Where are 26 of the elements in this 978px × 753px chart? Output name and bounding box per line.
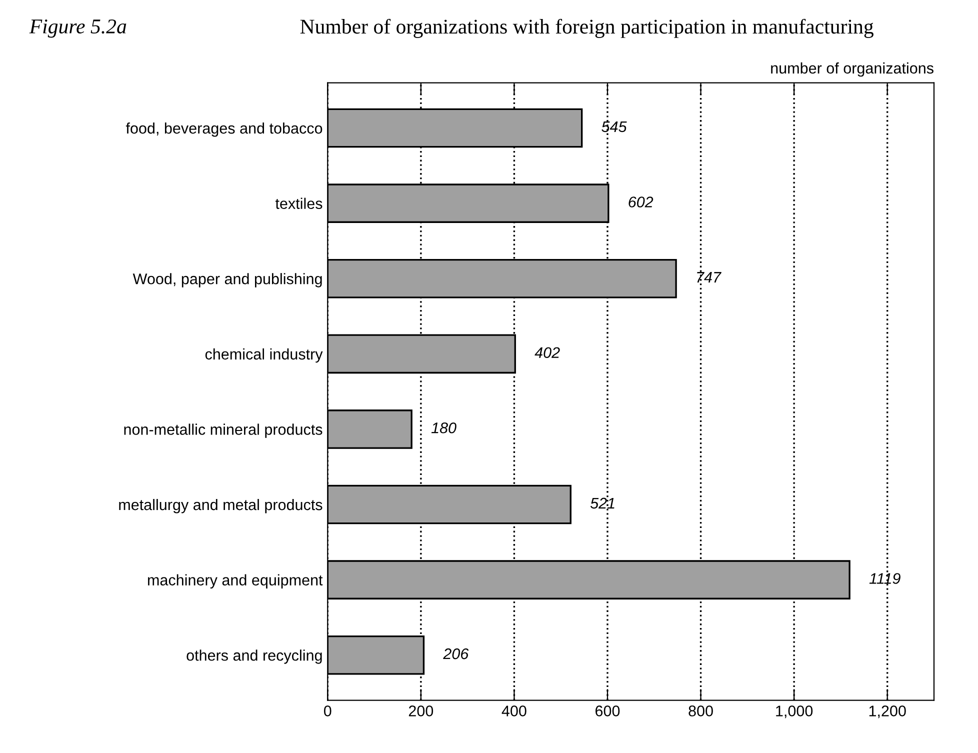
y-tick-label: others and recycling	[186, 650, 322, 664]
y-tick-label: non-metallic mineral products	[124, 424, 322, 438]
data-label: 747	[697, 272, 722, 283]
y-tick-label: textiles	[275, 198, 322, 209]
chart-title: Number of organizations with foreign participation in manufacturing	[300, 18, 874, 38]
x-tick-label: 400	[502, 706, 526, 716]
data-label: 602	[628, 196, 654, 208]
x-tick-label: 600	[596, 706, 620, 716]
caption: Figure 5.2a	[29, 19, 126, 38]
data-label: 545	[602, 121, 627, 132]
data-label: 180	[431, 422, 456, 434]
y-tick-label: food, beverages and tobacco	[126, 122, 322, 137]
x-tick-label: 0	[324, 706, 332, 716]
x-tick-label: 1,000	[776, 706, 813, 718]
data-label: 521	[590, 498, 614, 509]
x-tick-label: 1,200	[869, 706, 906, 718]
y-tick-label: machinery and equipment	[148, 574, 323, 589]
y-tick-label: chemical industry	[205, 348, 323, 363]
data-label: 1119	[869, 573, 900, 584]
x-tick-label: 200	[408, 706, 434, 716]
x-tick-label: 800	[688, 706, 713, 716]
text: number of organizations	[771, 62, 934, 77]
data-label: 402	[534, 347, 560, 358]
y-tick-label: Wood, paper and publishing	[132, 273, 322, 288]
data-label: 206	[443, 648, 469, 660]
y-tick-label: metallurgy and metal products	[119, 498, 322, 514]
